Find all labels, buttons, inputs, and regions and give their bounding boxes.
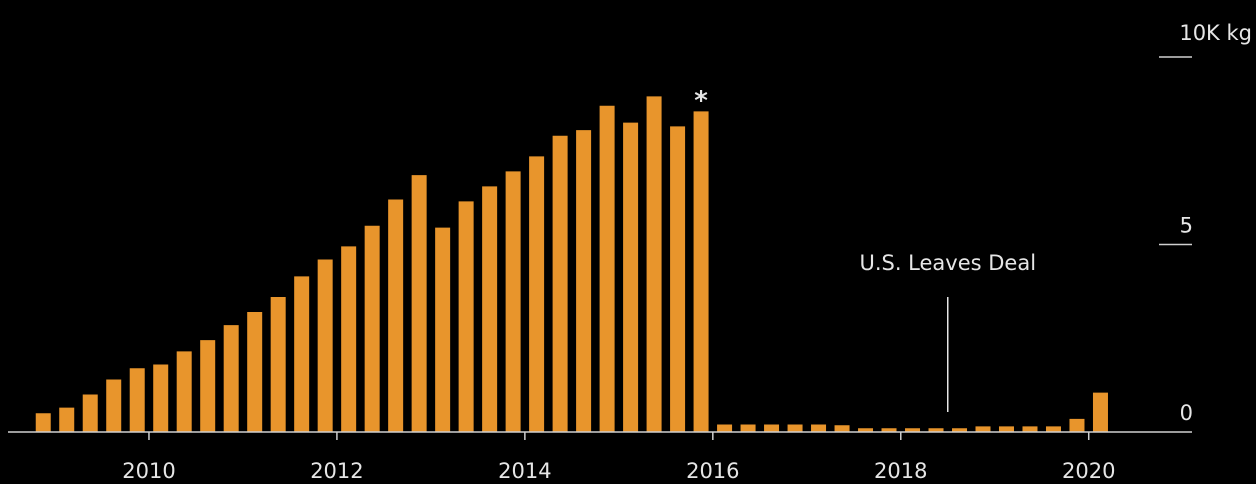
y-tick-label: 5	[1180, 214, 1193, 238]
bar	[1022, 426, 1038, 433]
bar	[153, 364, 169, 432]
bar	[881, 428, 897, 432]
bar	[82, 394, 98, 432]
bar	[364, 225, 380, 432]
bar	[35, 413, 51, 432]
bar	[529, 156, 545, 433]
bar	[834, 425, 850, 432]
bar	[998, 426, 1014, 433]
bar	[552, 135, 568, 432]
bar	[1045, 426, 1061, 433]
bar	[975, 426, 991, 433]
x-tick-label: 2018	[874, 459, 927, 483]
bar	[59, 407, 75, 433]
bar	[905, 428, 921, 432]
bar	[294, 276, 310, 433]
bar	[693, 111, 709, 433]
bar	[458, 201, 474, 433]
bar	[717, 424, 733, 432]
bar	[505, 171, 521, 433]
bar	[599, 105, 615, 432]
y-tick-label: 10K kg	[1179, 21, 1252, 45]
bar-group	[35, 96, 1108, 433]
bar	[435, 227, 451, 432]
bar	[764, 424, 780, 432]
bar	[670, 126, 686, 433]
y-tick-group: 10K kg 5 0	[1159, 21, 1252, 425]
bar	[223, 325, 239, 433]
bar	[623, 122, 639, 433]
bar	[106, 379, 122, 432]
bar	[928, 428, 944, 432]
bar	[200, 340, 216, 433]
bar	[129, 368, 145, 432]
annotation-group: * U.S. Leaves Deal	[694, 86, 1036, 412]
bar	[388, 199, 404, 432]
x-tick-label: 2016	[686, 459, 739, 483]
asterisk-annotation: *	[694, 86, 708, 116]
bar	[176, 351, 192, 433]
x-tick-label: 2014	[498, 459, 551, 483]
bar	[1092, 392, 1108, 433]
x-tick-label: 2010	[122, 459, 175, 483]
x-tick-label: 2012	[310, 459, 363, 483]
bar	[646, 96, 662, 433]
bar	[1069, 418, 1085, 433]
bar	[317, 259, 333, 432]
bar	[341, 246, 357, 433]
event-annotation-label: U.S. Leaves Deal	[859, 251, 1036, 275]
bar	[787, 424, 803, 432]
bar	[811, 424, 827, 432]
x-tick-group: 2010 2012 2014 2016 2018 2020	[122, 432, 1115, 483]
bar	[411, 175, 427, 433]
bar	[740, 424, 756, 432]
bar	[247, 312, 263, 432]
bar	[576, 130, 592, 433]
bar	[858, 428, 874, 432]
bar	[952, 428, 968, 432]
bar	[270, 297, 286, 432]
bar	[482, 186, 498, 433]
y-tick-label: 0	[1180, 401, 1193, 425]
x-tick-label: 2020	[1062, 459, 1115, 483]
